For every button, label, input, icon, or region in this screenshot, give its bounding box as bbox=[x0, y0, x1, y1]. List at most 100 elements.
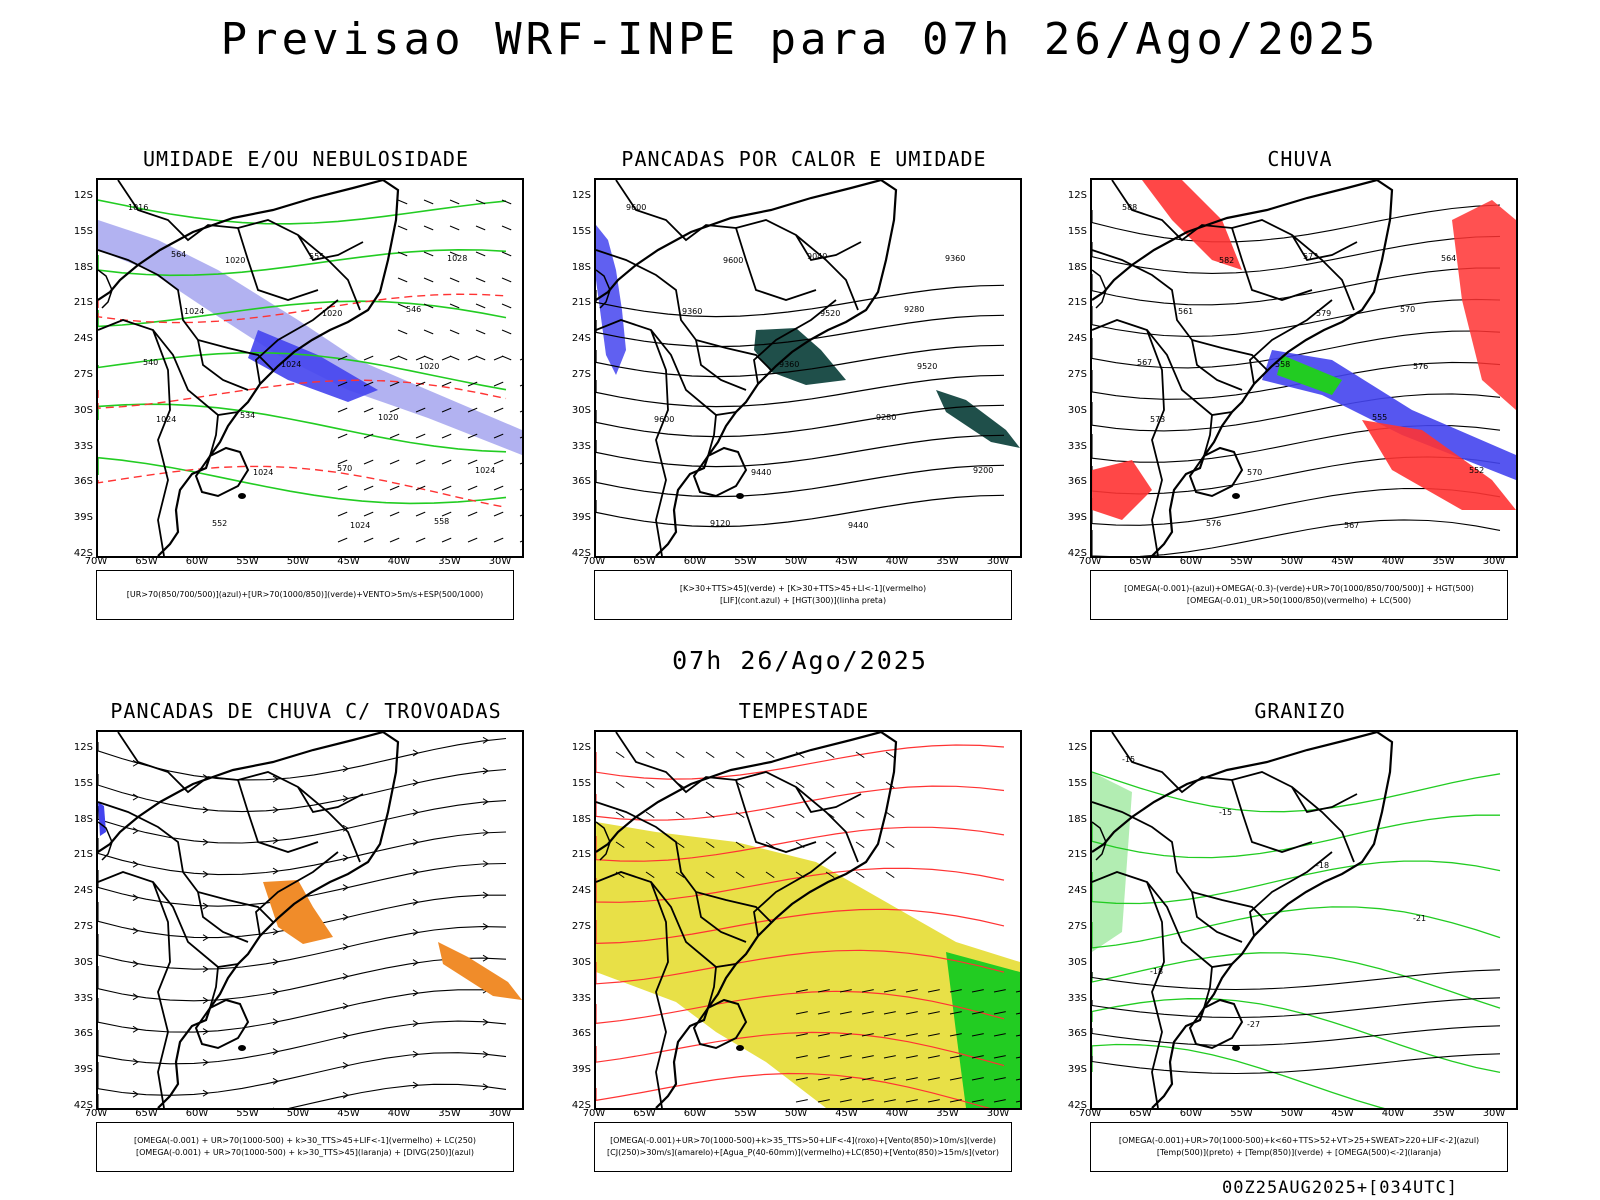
umidade-nebulosidade-wind-vector bbox=[415, 407, 426, 413]
lat-tick-label: 24S bbox=[73, 885, 93, 897]
umidade-nebulosidade-wind-vector bbox=[501, 225, 512, 231]
panel-title-pancadas-trovoadas: PANCADAS DE CHUVA C/ TROVOADAS bbox=[110, 699, 502, 723]
tempestade-wind-vector bbox=[615, 841, 625, 849]
lon-tick-label: 50W bbox=[1280, 556, 1304, 567]
umidade-nebulosidade-wind-vector bbox=[415, 537, 426, 543]
umidade-nebulosidade-wind-vector bbox=[337, 407, 348, 413]
lat-tick-label: 21S bbox=[73, 297, 93, 309]
pancadas-trovoadas-border-line bbox=[209, 966, 219, 1009]
umidade-nebulosidade-wind-vector bbox=[441, 511, 452, 517]
tempestade-border-line bbox=[596, 821, 611, 861]
lat-tick-label: 42S bbox=[73, 1100, 93, 1111]
tempestade-wind-vector bbox=[993, 1033, 1006, 1037]
umidade-nebulosidade-wind-vector bbox=[441, 537, 452, 543]
umidade-nebulosidade-wind-vector bbox=[363, 459, 374, 465]
lon-tick-label: 65W bbox=[633, 1108, 656, 1119]
pancadas-trovoadas-streamline bbox=[98, 926, 507, 970]
umidade-nebulosidade-wind-vector bbox=[441, 485, 452, 491]
lat-tick-label: 27S bbox=[571, 369, 591, 380]
tempestade-wind-vector bbox=[949, 1011, 962, 1015]
tempestade-border-line bbox=[795, 786, 862, 814]
lon-tick-label: 30W bbox=[1482, 556, 1506, 567]
tempestade-wind-vector bbox=[825, 871, 835, 879]
lon-tick-label: 50W bbox=[784, 556, 808, 567]
pancadas-trovoadas-thunder-area bbox=[438, 942, 522, 1000]
lon-tick-label: 40W bbox=[885, 1108, 909, 1119]
lat-tick-label: 33S bbox=[1067, 992, 1087, 1004]
tempestade-wind-vector bbox=[855, 841, 865, 849]
umidade-nebulosidade-wind-vector bbox=[501, 329, 512, 335]
tempestade-wind-vector bbox=[927, 989, 940, 993]
lon-tick-label: 35W bbox=[936, 556, 959, 567]
tempestade-precip-water-contour bbox=[596, 867, 1005, 903]
tempestade-wind-vector bbox=[993, 1099, 1006, 1103]
pancadas-calor-umidade-lif-area bbox=[596, 225, 626, 375]
pancadas-trovoadas-arrowhead bbox=[412, 1081, 419, 1089]
granizo-contour-label: -18 bbox=[1316, 861, 1329, 870]
lat-tick-label: 42S bbox=[571, 1100, 591, 1111]
pancadas-trovoadas-lake bbox=[238, 1045, 246, 1051]
lon-tick-label: 50W bbox=[1280, 1108, 1304, 1119]
pancadas-trovoadas-border-line bbox=[255, 851, 339, 937]
lon-tick-label: 50W bbox=[286, 1108, 310, 1119]
pancadas-trovoadas-streamline bbox=[98, 957, 507, 1002]
pancadas-trovoadas-streamline bbox=[98, 989, 507, 1033]
umidade-nebulosidade-wind-vector bbox=[415, 381, 426, 387]
tempestade-wind-vector bbox=[927, 1099, 940, 1103]
chuva-contour-label: 567 bbox=[1344, 521, 1359, 530]
lat-tick-label: 27S bbox=[73, 921, 93, 932]
pancadas-trovoadas-arrowhead bbox=[132, 1025, 139, 1033]
umidade-nebulosidade-wind-vector bbox=[415, 355, 426, 361]
lat-tick-label: 33S bbox=[571, 440, 591, 452]
panel-title-umidade-nebulosidade: UMIDADE E/OU NEBULOSIDADE bbox=[142, 147, 470, 171]
tempestade-wind-vector bbox=[765, 811, 775, 819]
granizo-border-line bbox=[1291, 786, 1358, 814]
umidade-nebulosidade-contour-label: 1020 bbox=[225, 256, 245, 265]
umidade-nebulosidade-border-line bbox=[98, 269, 113, 309]
legend-line: [UR>70(850/700/500)](azul)+[UR>70(1000/8… bbox=[126, 590, 484, 599]
legend-line: [K>30+TTS>45](verde) + [K>30+TTS>45+LI<-… bbox=[679, 584, 927, 593]
umidade-nebulosidade-wind-vector bbox=[363, 511, 374, 517]
tempestade-wind-vector bbox=[861, 1077, 874, 1081]
map-granizo: -15 -15 -18 -21 -18 -27 bbox=[1090, 730, 1518, 1110]
chuva-contour-label: 573 bbox=[1150, 415, 1165, 424]
umidade-nebulosidade-border-line bbox=[197, 339, 249, 391]
tempestade-wind-vector bbox=[825, 751, 835, 759]
pancadas-trovoadas-arrowhead bbox=[342, 943, 349, 951]
umidade-nebulosidade-contour-label: 546 bbox=[406, 305, 421, 314]
chuva-omega-rain-area bbox=[1092, 460, 1152, 520]
pancadas-trovoadas-streamline bbox=[98, 768, 507, 813]
legend-line: [OMEGA(-0.001) + UR>70(1000-500) + k>30_… bbox=[135, 1148, 475, 1157]
lon-tick-label: 30W bbox=[1482, 1108, 1506, 1119]
pancadas-trovoadas-arrowhead bbox=[482, 1018, 489, 1026]
chuva-streamline bbox=[1092, 519, 1501, 556]
forecast-time-title: 07h 26/Ago/2025 bbox=[672, 646, 928, 675]
chuva-contour-label: 555 bbox=[1372, 413, 1387, 422]
tempestade-wind-vector bbox=[839, 1033, 852, 1037]
lon-tick-label: 30W bbox=[488, 1108, 512, 1119]
tempestade-wind-vector bbox=[971, 1033, 984, 1037]
tempestade-wind-vector bbox=[885, 841, 895, 849]
tempestade-wind-vector bbox=[839, 1011, 852, 1015]
pancadas-trovoadas-arrowhead bbox=[412, 928, 419, 936]
pancadas-trovoadas-border-line bbox=[98, 821, 113, 861]
chuva-streamline bbox=[1092, 235, 1501, 274]
pancadas-trovoadas-arrowhead bbox=[202, 838, 209, 846]
lat-tick-label: 36S bbox=[73, 1028, 93, 1040]
lat-tick-label: 27S bbox=[73, 369, 93, 380]
chuva-streamline bbox=[1092, 393, 1501, 432]
tempestade-wind-vector bbox=[1015, 1078, 1020, 1081]
umidade-nebulosidade-wind-vector bbox=[363, 433, 374, 439]
pancadas-trovoadas-arrowhead bbox=[132, 1058, 139, 1066]
lon-tick-label: 40W bbox=[885, 556, 909, 567]
legend-tempestade: [OMEGA(-0.001)+UR>70(1000-500)+k>35_TTS>… bbox=[594, 1122, 1012, 1172]
tempestade-wind-vector bbox=[949, 1077, 962, 1081]
chuva-contour-label: 561 bbox=[1178, 307, 1193, 316]
granizo-contour-label: -15 bbox=[1122, 755, 1135, 764]
lon-tick-label: 70W bbox=[84, 556, 108, 567]
chuva-uruguay-outline bbox=[1188, 446, 1244, 498]
lon-tick-label: 40W bbox=[387, 1108, 411, 1119]
granizo-border-line bbox=[1249, 851, 1333, 937]
umidade-nebulosidade-wind-vector bbox=[441, 459, 452, 465]
lon-tick-label: 40W bbox=[1381, 556, 1405, 567]
